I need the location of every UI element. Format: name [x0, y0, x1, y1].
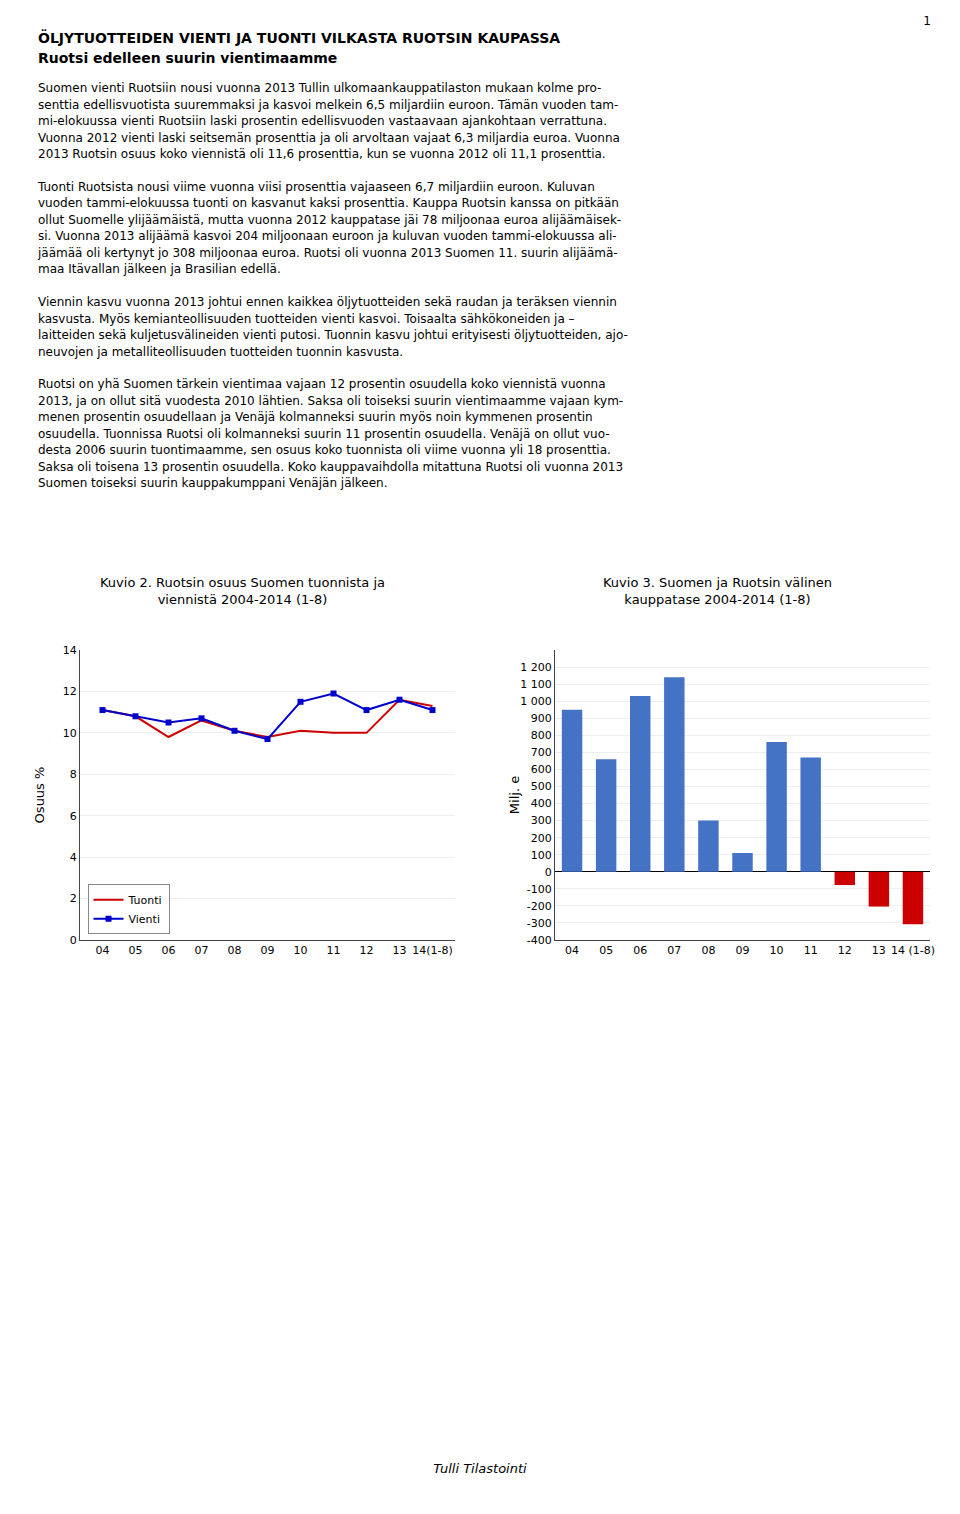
svg-text:0: 0 [545, 866, 552, 879]
svg-text:800: 800 [531, 729, 552, 742]
svg-text:Milj. e: Milj. e [507, 776, 522, 814]
svg-text:06: 06 [162, 944, 176, 957]
svg-text:-300: -300 [527, 917, 552, 930]
svg-text:Tuonti: Tuonti [128, 894, 162, 907]
svg-text:14 (1-8): 14 (1-8) [891, 944, 935, 957]
svg-text:10: 10 [770, 944, 784, 957]
svg-text:500: 500 [531, 780, 552, 793]
svg-text:11: 11 [327, 944, 341, 957]
svg-text:900: 900 [531, 712, 552, 725]
svg-text:600: 600 [531, 763, 552, 776]
svg-text:04: 04 [565, 944, 579, 957]
svg-text:-100: -100 [527, 883, 552, 896]
svg-text:05: 05 [599, 944, 613, 957]
svg-text:10: 10 [63, 727, 77, 740]
svg-text:Osuus %: Osuus % [32, 767, 47, 824]
svg-text:300: 300 [531, 814, 552, 827]
svg-text:Kuvio 2. Ruotsin osuus Suomen: Kuvio 2. Ruotsin osuus Suomen tuonnista … [100, 575, 385, 607]
svg-text:07: 07 [195, 944, 209, 957]
svg-text:08: 08 [701, 944, 715, 957]
svg-text:08: 08 [228, 944, 242, 957]
svg-text:6: 6 [70, 810, 77, 823]
svg-text:100: 100 [531, 849, 552, 862]
svg-text:-400: -400 [527, 934, 552, 947]
svg-text:1 200: 1 200 [520, 661, 552, 674]
svg-text:1 100: 1 100 [520, 678, 552, 691]
html-text:Ruotsi edelleen suurin vientim: Ruotsi edelleen suurin vientimaamme [38, 50, 338, 66]
html-text:1: 1 [923, 14, 931, 28]
svg-text:14: 14 [63, 644, 77, 657]
html-text:Tuonti Ruotsista nousi viime v: Tuonti Ruotsista nousi viime vuonna viis… [38, 179, 622, 277]
svg-text:12: 12 [63, 685, 77, 698]
svg-text:09: 09 [261, 944, 275, 957]
html-text:Suomen vienti Ruotsiin nousi v: Suomen vienti Ruotsiin nousi vuonna 2013… [38, 81, 620, 162]
html-text:Ruotsi on yhä Suomen tärkein v: Ruotsi on yhä Suomen tärkein vientimaa v… [38, 377, 624, 491]
svg-text:200: 200 [531, 832, 552, 845]
svg-text:4: 4 [70, 851, 77, 864]
svg-text:13: 13 [872, 944, 886, 957]
svg-text:10: 10 [294, 944, 308, 957]
svg-text:400: 400 [531, 797, 552, 810]
svg-text:06: 06 [633, 944, 647, 957]
svg-text:700: 700 [531, 746, 552, 759]
svg-text:Vienti: Vienti [129, 913, 160, 926]
svg-text:Kuvio 3. Suomen ja Ruotsin väl: Kuvio 3. Suomen ja Ruotsin välinenkauppa… [603, 575, 832, 607]
svg-text:12: 12 [838, 944, 852, 957]
svg-text:04: 04 [96, 944, 110, 957]
html-text:Viennin kasvu vuonna 2013 joht: Viennin kasvu vuonna 2013 johtui ennen k… [38, 295, 628, 359]
svg-text:0: 0 [70, 934, 77, 947]
svg-text:8: 8 [70, 768, 77, 781]
svg-text:2: 2 [70, 892, 77, 905]
svg-text:09: 09 [736, 944, 750, 957]
html-text:Tulli Tilastointi: Tulli Tilastointi [433, 1461, 527, 1476]
html-text:ÖLJYTUOTTEIDEN VIENTI JA TUONT: ÖLJYTUOTTEIDEN VIENTI JA TUONTI VILKASTA… [38, 30, 561, 46]
svg-text:13: 13 [393, 944, 407, 957]
svg-text:11: 11 [804, 944, 818, 957]
svg-text:12: 12 [360, 944, 374, 957]
svg-text:14(1-8): 14(1-8) [412, 944, 453, 957]
svg-text:07: 07 [667, 944, 681, 957]
svg-text:-200: -200 [527, 900, 552, 913]
svg-text:1 000: 1 000 [520, 695, 552, 708]
svg-text:05: 05 [129, 944, 143, 957]
